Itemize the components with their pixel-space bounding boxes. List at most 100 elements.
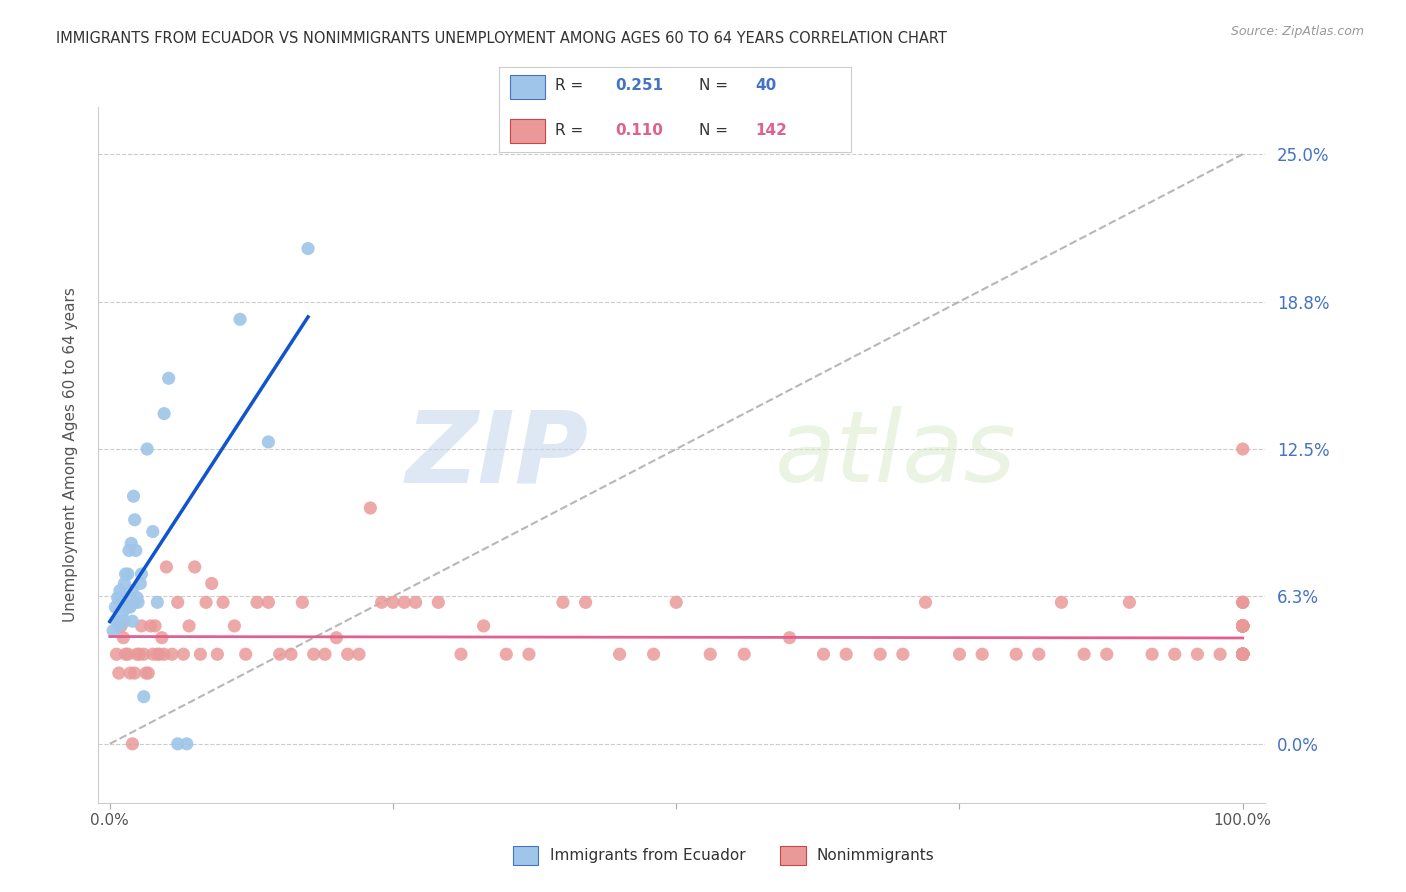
- Point: [142, 647, 165, 661]
- Point: [190, 647, 212, 661]
- Point: [914, 595, 936, 609]
- Point: [114, 647, 136, 661]
- Text: 40: 40: [756, 78, 778, 94]
- Point: [1118, 595, 1140, 609]
- Text: ZIP: ZIP: [405, 407, 589, 503]
- Point: [121, 583, 143, 598]
- Point: [280, 647, 302, 661]
- Point: [1232, 647, 1254, 661]
- Point: [835, 647, 858, 661]
- Point: [117, 647, 139, 661]
- Point: [124, 666, 146, 681]
- Point: [132, 690, 155, 704]
- Point: [1232, 619, 1254, 633]
- Point: [142, 524, 165, 539]
- Point: [1232, 619, 1254, 633]
- Point: [136, 666, 159, 681]
- Point: [131, 567, 153, 582]
- Point: [1232, 647, 1254, 661]
- Point: [122, 489, 145, 503]
- Point: [139, 619, 162, 633]
- Point: [1209, 647, 1232, 661]
- Point: [643, 647, 665, 661]
- Point: [427, 595, 450, 609]
- Point: [1232, 619, 1254, 633]
- Point: [1232, 619, 1254, 633]
- Point: [155, 560, 177, 574]
- Point: [160, 647, 183, 661]
- Point: [1232, 619, 1254, 633]
- Point: [101, 624, 124, 638]
- Point: [212, 595, 235, 609]
- Point: [1232, 647, 1254, 661]
- Point: [124, 595, 146, 609]
- Point: [1232, 647, 1254, 661]
- Point: [302, 647, 325, 661]
- Point: [347, 647, 370, 661]
- Point: [1232, 619, 1254, 633]
- Point: [1095, 647, 1118, 661]
- Point: [121, 737, 143, 751]
- Text: Source: ZipAtlas.com: Source: ZipAtlas.com: [1230, 25, 1364, 38]
- Point: [201, 576, 224, 591]
- Y-axis label: Unemployment Among Ages 60 to 64 years: Unemployment Among Ages 60 to 64 years: [63, 287, 77, 623]
- Point: [108, 614, 131, 628]
- Point: [813, 647, 835, 661]
- Point: [1232, 647, 1254, 661]
- Point: [1232, 619, 1254, 633]
- Point: [1232, 647, 1254, 661]
- Point: [609, 647, 631, 661]
- Point: [257, 595, 280, 609]
- Text: 0.251: 0.251: [616, 78, 664, 94]
- Point: [382, 595, 405, 609]
- Point: [105, 647, 128, 661]
- Point: [575, 595, 598, 609]
- Point: [114, 614, 136, 628]
- Point: [948, 647, 970, 661]
- Point: [1232, 647, 1254, 661]
- Point: [115, 600, 138, 615]
- Point: [1232, 647, 1254, 661]
- Point: [551, 595, 574, 609]
- Point: [1232, 647, 1254, 661]
- Point: [114, 567, 136, 582]
- Point: [146, 647, 169, 661]
- Point: [235, 647, 257, 661]
- Point: [125, 647, 148, 661]
- Point: [1028, 647, 1050, 661]
- Text: 0.110: 0.110: [616, 123, 664, 138]
- Point: [1232, 647, 1254, 661]
- Point: [1232, 595, 1254, 609]
- Point: [153, 647, 176, 661]
- Point: [665, 595, 688, 609]
- Point: [779, 631, 801, 645]
- Point: [394, 595, 416, 609]
- Point: [1073, 647, 1095, 661]
- Point: [891, 647, 914, 661]
- Point: [118, 543, 141, 558]
- Point: [120, 666, 142, 681]
- Point: [128, 647, 150, 661]
- Point: [1232, 619, 1254, 633]
- Point: [1232, 647, 1254, 661]
- Point: [108, 666, 131, 681]
- Point: [1232, 647, 1254, 661]
- Point: [110, 591, 132, 605]
- Point: [117, 600, 139, 615]
- Text: R =: R =: [555, 78, 589, 94]
- Point: [257, 434, 280, 449]
- Point: [183, 560, 205, 574]
- Point: [1232, 619, 1254, 633]
- Point: [314, 647, 336, 661]
- Point: [117, 567, 139, 582]
- Point: [120, 600, 142, 615]
- Point: [359, 500, 381, 515]
- Point: [150, 631, 173, 645]
- Point: [1232, 647, 1254, 661]
- Point: [1232, 647, 1254, 661]
- Point: [699, 647, 721, 661]
- Point: [1232, 647, 1254, 661]
- Point: [733, 647, 755, 661]
- Point: [107, 591, 129, 605]
- Point: [125, 543, 148, 558]
